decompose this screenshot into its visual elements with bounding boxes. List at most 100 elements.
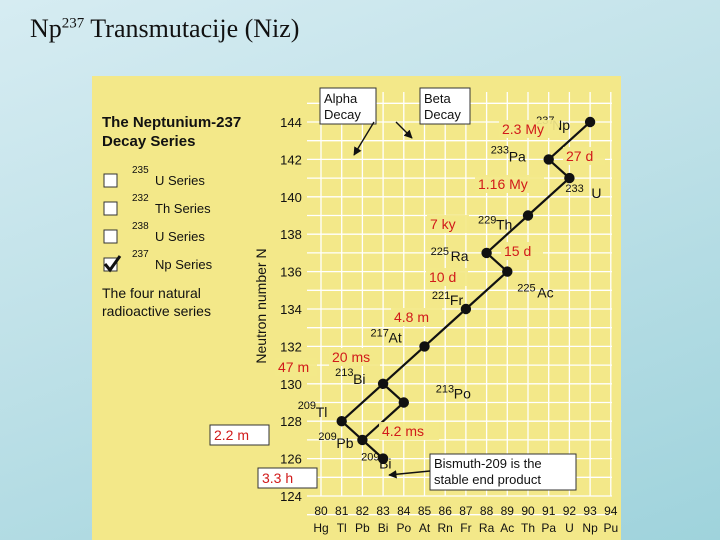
x-tick-number: 94 xyxy=(604,504,618,518)
nuclide-symbol: Po xyxy=(454,386,471,402)
legend-checkbox xyxy=(103,173,118,188)
checkmark-icon xyxy=(103,255,122,273)
legend-mass-number: 237 xyxy=(132,249,149,260)
x-tick-element: Np xyxy=(582,521,598,535)
y-tick-label: 126 xyxy=(280,452,302,467)
title-main: Np xyxy=(30,14,62,43)
nuclide-symbol: Ra xyxy=(451,248,469,264)
x-tick-element: Tl xyxy=(337,521,347,535)
legend-mass-number: 232 xyxy=(132,193,149,204)
x-tick-number: 91 xyxy=(542,504,556,518)
legend-series-label: Th Series xyxy=(155,201,211,216)
decay-step-line xyxy=(382,345,426,385)
stable-product-text: Bismuth-209 is the xyxy=(434,456,542,471)
x-tick-element: Bi xyxy=(378,521,389,535)
nuclide-dot xyxy=(357,434,368,446)
half-life-backdrop xyxy=(329,348,380,366)
y-tick-label: 130 xyxy=(280,377,302,392)
y-tick-label: 140 xyxy=(280,190,302,205)
legend-checkbox xyxy=(103,229,118,244)
x-tick-number: 81 xyxy=(335,504,349,518)
x-tick-element: Rn xyxy=(438,521,453,535)
x-tick-number: 84 xyxy=(397,504,411,518)
nuclide-mass-number: 233 xyxy=(491,144,509,156)
decay-step-line xyxy=(340,382,384,423)
y-tick-label: 138 xyxy=(280,227,302,242)
x-tick-number: 85 xyxy=(418,504,432,518)
decay-series-diagram: The Neptunium-237 Decay Series 235 U Series… xyxy=(102,87,618,535)
legend-checkbox xyxy=(103,201,118,216)
nuclide-dot xyxy=(564,172,575,184)
decay-series-figure: The Neptunium-237 Decay Series 235 U Series… xyxy=(92,76,621,540)
nuclide-symbol: At xyxy=(389,329,402,345)
nuclide-markers xyxy=(336,116,596,464)
nuclide-mass-number: 221 xyxy=(432,290,450,302)
nuclide-mass-number: 233 xyxy=(565,183,583,195)
legend-mass-number: 235 xyxy=(132,165,149,176)
legend-series-label: U Series xyxy=(155,229,205,244)
nuclide-dot xyxy=(419,341,430,352)
legend-caption-line-1: The four natural xyxy=(102,285,201,301)
nuclide-mass-number: 229 xyxy=(478,215,496,227)
nuclide-symbol: Fr xyxy=(450,292,464,308)
alpha-decay-text: Alpha xyxy=(324,91,358,106)
nuclide-dot xyxy=(502,266,513,277)
nuclide-dot xyxy=(584,116,596,128)
x-tick-element: Pa xyxy=(541,521,556,535)
y-tick-label: 144 xyxy=(280,115,302,130)
nuclide-symbol: U xyxy=(591,185,601,201)
nuclide-dot xyxy=(377,453,389,464)
x-tick-element: At xyxy=(419,521,431,535)
nuclide-symbol: Pb xyxy=(336,435,353,451)
half-life-box xyxy=(257,467,318,489)
nuclide-dot xyxy=(460,303,472,315)
nuclide-mass-number: 209 xyxy=(318,431,336,443)
nuclide-symbol: Tl xyxy=(316,404,328,420)
y-axis-label: Neutron number N xyxy=(253,248,269,363)
beta-arrow xyxy=(395,121,413,139)
diagram-labels: The Neptunium-237 Decay Series 235 U Series… xyxy=(102,87,618,535)
half-life-backdrop xyxy=(499,120,559,138)
x-tick-number: 90 xyxy=(521,504,535,518)
stable-product-text: stable end product xyxy=(434,472,541,487)
decay-step-line xyxy=(547,121,591,161)
half-life-box xyxy=(209,424,270,446)
half-life-label: 3.3 h xyxy=(262,470,293,486)
nuclide-dot xyxy=(377,378,389,389)
half-life-label: 15 d xyxy=(504,243,531,259)
nuclide-dot xyxy=(481,247,492,259)
decay-step-line xyxy=(465,270,509,310)
decay-step-line xyxy=(527,177,571,217)
half-life-backdrop xyxy=(426,268,468,286)
x-tick-number: 93 xyxy=(583,504,597,518)
nuclide-symbol: Pa xyxy=(509,148,526,164)
nuclide-mass-number: 213 xyxy=(436,384,454,396)
x-tick-element: Pu xyxy=(603,521,618,535)
x-tick-number: 80 xyxy=(314,504,328,518)
half-life-backdrop xyxy=(501,242,543,260)
beta-decay-box xyxy=(419,87,471,125)
nuclide-dot xyxy=(543,154,554,165)
nuclide-mass-number: 213 xyxy=(335,367,353,379)
legend-series-label: U Series xyxy=(155,173,205,188)
y-tick-label: 136 xyxy=(280,265,302,280)
x-tick-element: Hg xyxy=(313,521,328,535)
y-tick-label: 124 xyxy=(280,489,302,504)
x-tick-number: 88 xyxy=(480,504,494,518)
legend-series-label: Np Series xyxy=(155,257,213,272)
legend-caption-line-2: radioactive series xyxy=(102,303,211,319)
nuclide-mass-number: 217 xyxy=(371,327,389,339)
alpha-arrow xyxy=(353,121,375,156)
y-tick-label: 134 xyxy=(280,302,302,317)
x-tick-element: Ac xyxy=(500,521,514,535)
nuclide-dot xyxy=(398,397,409,408)
x-tick-element: Th xyxy=(521,521,535,535)
x-tick-number: 86 xyxy=(439,504,453,518)
x-tick-element: U xyxy=(565,521,574,535)
alpha-decay-box xyxy=(319,87,377,125)
nuclide-mass-number: 225 xyxy=(431,246,449,258)
nuclide-mass-number: 209 xyxy=(298,400,316,412)
x-tick-number: 92 xyxy=(563,504,577,518)
y-tick-label: 142 xyxy=(280,152,302,167)
y-tick-label: 128 xyxy=(280,414,302,429)
